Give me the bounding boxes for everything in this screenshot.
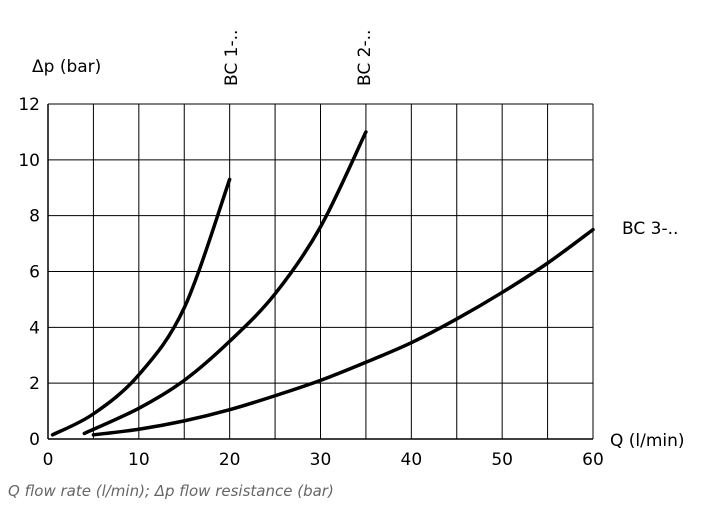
x-tick-label: 50 — [491, 450, 513, 470]
y-tick-label: 2 — [29, 374, 40, 394]
axes — [47, 104, 593, 440]
x-tick-label: 30 — [310, 450, 332, 470]
x-axis-label: Q (l/min) — [610, 431, 685, 451]
y-tick-label: 4 — [29, 318, 40, 338]
series-line-bc1 — [50, 177, 232, 437]
x-tick-label: 0 — [43, 450, 54, 470]
series-label-bc3: BC 3-.. — [622, 219, 678, 239]
series-label-bc1: BC 1-.. — [222, 30, 242, 86]
series-line-bc2 — [82, 130, 368, 436]
series-line-bc3 — [91, 227, 595, 437]
figure-caption: Q flow rate (l/min); Δp flow resistance … — [8, 482, 334, 500]
ticks: 0 10 20 30 40 50 60 0 2 4 6 8 10 12 — [18, 95, 603, 470]
curves — [50, 130, 595, 437]
x-tick-label: 20 — [219, 450, 241, 470]
series-label-bc2: BC 2-.. — [355, 30, 375, 86]
x-tick-label: 10 — [128, 450, 150, 470]
chart: 0 10 20 30 40 50 60 0 2 4 6 8 10 12 Δp (bar) Q (l/min… — [18, 30, 685, 470]
y-tick-label: 12 — [18, 95, 40, 115]
x-tick-label: 40 — [401, 450, 423, 470]
grid — [48, 103, 594, 439]
y-tick-label: 0 — [29, 430, 40, 450]
x-tick-label: 60 — [582, 450, 604, 470]
y-tick-label: 10 — [18, 151, 40, 171]
y-tick-label: 6 — [29, 263, 40, 283]
y-axis-label: Δp (bar) — [32, 57, 101, 77]
y-tick-label: 8 — [29, 207, 40, 227]
